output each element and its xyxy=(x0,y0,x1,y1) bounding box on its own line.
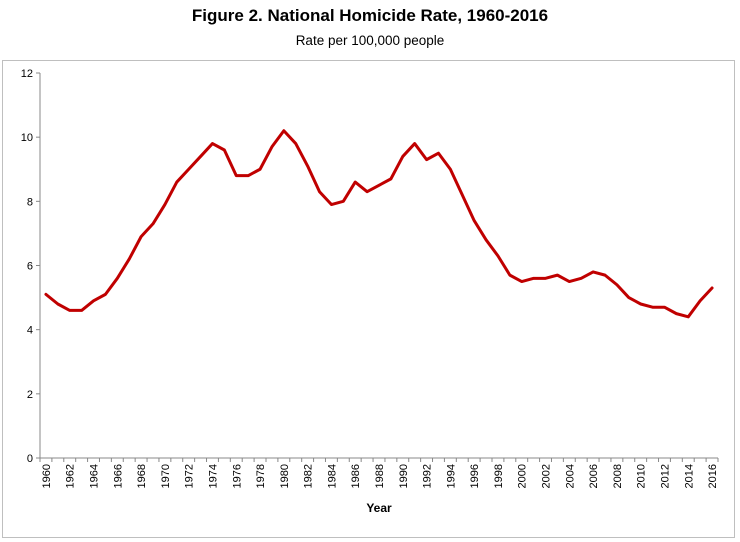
x-tick-label: 2010 xyxy=(636,464,648,488)
x-tick-label: 1978 xyxy=(255,464,267,488)
chart-subtitle: Rate per 100,000 people xyxy=(295,33,445,48)
x-tick-label: 1972 xyxy=(184,464,196,488)
x-tick-label: 2008 xyxy=(612,464,624,488)
x-tick-label: 1980 xyxy=(279,464,291,488)
x-tick-label: 1976 xyxy=(231,464,243,488)
x-tick-label: 1970 xyxy=(160,464,172,488)
y-tick-label: 8 xyxy=(27,196,33,208)
y-tick-label: 4 xyxy=(27,325,33,337)
x-tick-label: 1984 xyxy=(326,464,338,488)
x-axis-label: Year xyxy=(366,501,392,515)
x-tick-label: 1986 xyxy=(350,464,362,488)
x-tick-label: 1988 xyxy=(374,464,386,488)
x-tick-label: 1962 xyxy=(65,464,77,488)
y-tick-label: 2 xyxy=(27,389,33,401)
x-tick-label: 1982 xyxy=(303,464,315,488)
x-tick-label: 1966 xyxy=(112,464,124,488)
chart-frame xyxy=(2,60,735,538)
x-tick-label: 1974 xyxy=(207,464,219,488)
y-axis-ticks: 0 2 4 6 8 10 12 xyxy=(21,68,40,465)
y-tick-label: 6 xyxy=(27,261,33,273)
x-tick-label: 1990 xyxy=(398,464,410,488)
x-tick-label: 1968 xyxy=(136,464,148,488)
x-axis-ticks: 1960 1962 1964 1966 1968 1970 1972 1974 1976 1978… xyxy=(39,458,719,488)
x-tick-label: 2016 xyxy=(707,464,719,488)
x-tick-label: 2012 xyxy=(659,464,671,488)
x-tick-label: 2002 xyxy=(541,464,553,488)
y-tick-label: 10 xyxy=(21,132,33,144)
chart-title: Figure 2. National Homicide Rate, 1960-2… xyxy=(191,6,549,25)
x-tick-label: 1998 xyxy=(493,464,505,488)
y-tick-label: 12 xyxy=(21,68,33,80)
x-tick-label: 1964 xyxy=(89,464,101,488)
y-tick-label: 0 xyxy=(27,453,33,465)
x-tick-label: 2004 xyxy=(564,464,576,488)
x-tick-label: 1960 xyxy=(41,464,53,488)
x-tick-label: 1996 xyxy=(469,464,481,488)
x-tick-label: 1992 xyxy=(422,464,434,488)
x-tick-label: 2006 xyxy=(588,464,600,488)
x-tick-label: 1994 xyxy=(445,464,457,488)
homicide-rate-line xyxy=(44,129,714,319)
x-tick-label: 2000 xyxy=(517,464,529,488)
x-tick-label: 2014 xyxy=(683,464,695,488)
